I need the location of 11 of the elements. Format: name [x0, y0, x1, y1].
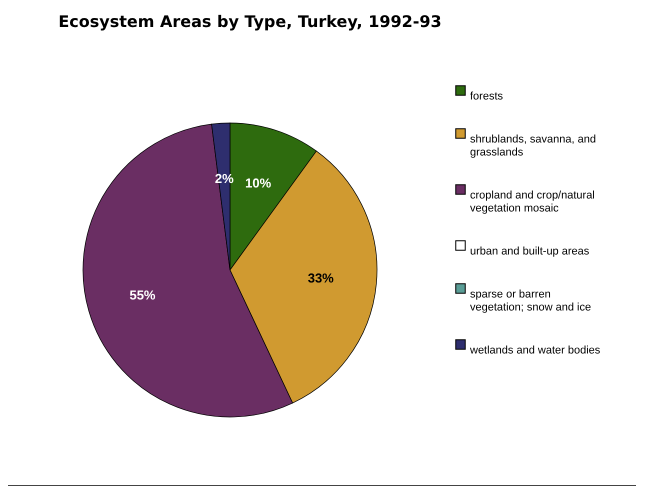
legend-label: sparse or barren vegetation; snow and ice — [470, 288, 592, 314]
legend-label: shrublands, savanna, and grasslands — [470, 134, 596, 158]
data-label: 10% — [245, 175, 272, 190]
legend-label: cropland and crop/natural vegetation mosaic — [470, 190, 595, 214]
data-label: 2% — [214, 171, 234, 186]
chart-title: Ecosystem Areas by Type, Turkey, 1992-93 — [58, 12, 442, 31]
data-label: 33% — [308, 270, 334, 286]
data-label: 55% — [129, 287, 156, 302]
legend-label: forests — [470, 90, 504, 102]
legend-label: wetlands and water bodies — [469, 344, 601, 356]
legend-label: urban and built-up areas — [470, 246, 590, 258]
